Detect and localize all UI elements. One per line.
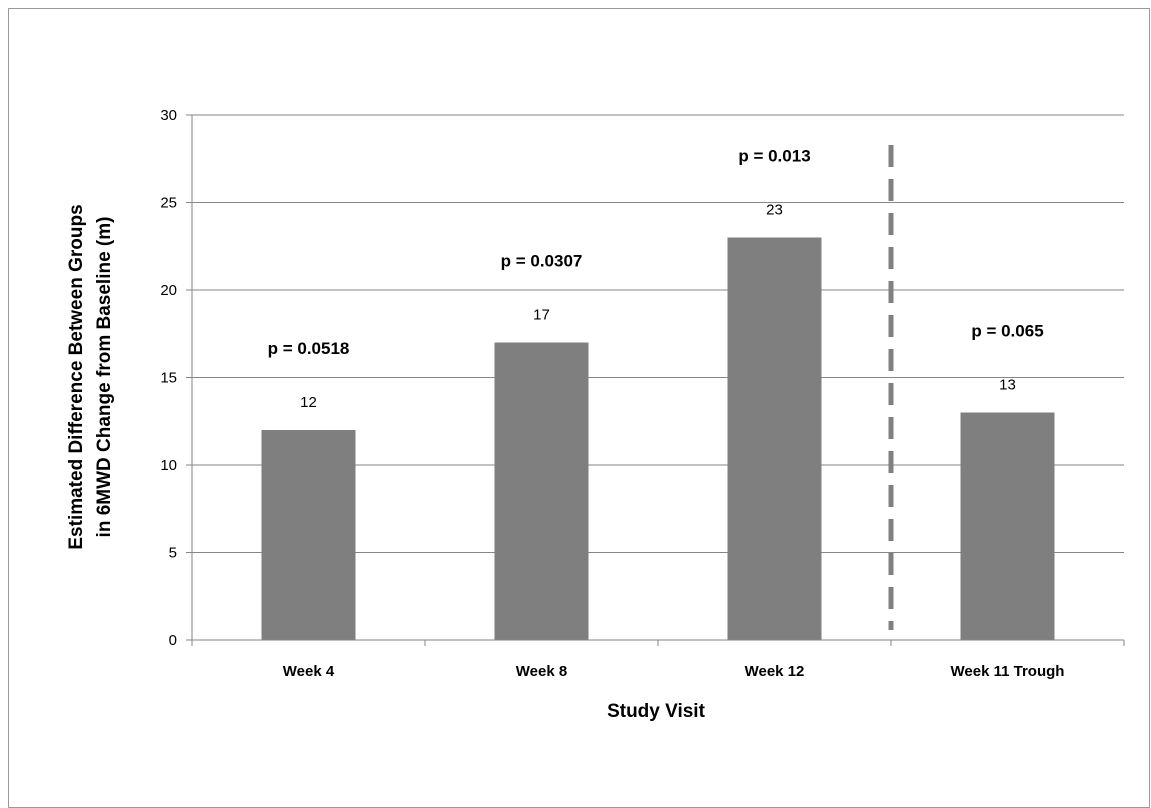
p-value-annotation: p = 0.013 bbox=[738, 147, 810, 166]
y-tick-label: 15 bbox=[160, 370, 177, 387]
y-tick-label: 30 bbox=[160, 107, 177, 124]
y-axis-title-line-2: in 6MWD Change from Baseline (m) bbox=[94, 217, 115, 538]
y-tick-label: 20 bbox=[160, 282, 177, 299]
x-axis-title: Study Visit bbox=[607, 701, 706, 722]
x-tick-label: Week 11 Trough bbox=[951, 663, 1065, 680]
bar-week-11-trough bbox=[960, 412, 1055, 640]
axes bbox=[186, 114, 1125, 646]
bar-week-4 bbox=[261, 430, 356, 640]
labels: 0 5 10 15 20 25 30 12 p = 0.0518 Week 4 17 p = 0.03… bbox=[160, 107, 1064, 680]
x-tick-label: Week 4 bbox=[283, 663, 335, 680]
x-tick-label: Week 12 bbox=[745, 663, 805, 680]
y-tick-label: 25 bbox=[160, 195, 177, 212]
p-value-annotation: p = 0.065 bbox=[971, 322, 1043, 341]
y-tick-label: 0 bbox=[169, 632, 177, 649]
y-axis-title: Estimated Difference Between Groups in 6… bbox=[66, 204, 115, 549]
y-axis-title-line-1: Estimated Difference Between Groups bbox=[66, 204, 87, 549]
data-label: 17 bbox=[533, 307, 550, 324]
data-label: 23 bbox=[766, 202, 783, 219]
bars bbox=[261, 237, 1055, 640]
p-value-annotation: p = 0.0307 bbox=[501, 252, 583, 271]
y-tick-label: 10 bbox=[160, 457, 177, 474]
data-label: 12 bbox=[300, 394, 317, 411]
bar-week-12 bbox=[727, 237, 822, 640]
data-label: 13 bbox=[999, 377, 1016, 394]
y-tick-label: 5 bbox=[169, 545, 177, 562]
x-tick-label: Week 8 bbox=[516, 663, 567, 680]
p-value-annotation: p = 0.0518 bbox=[268, 339, 350, 358]
bar-chart: 0 5 10 15 20 25 30 12 p = 0.0518 Week 4 17 p = 0.03… bbox=[66, 107, 1125, 722]
bar-week-8 bbox=[494, 342, 589, 640]
